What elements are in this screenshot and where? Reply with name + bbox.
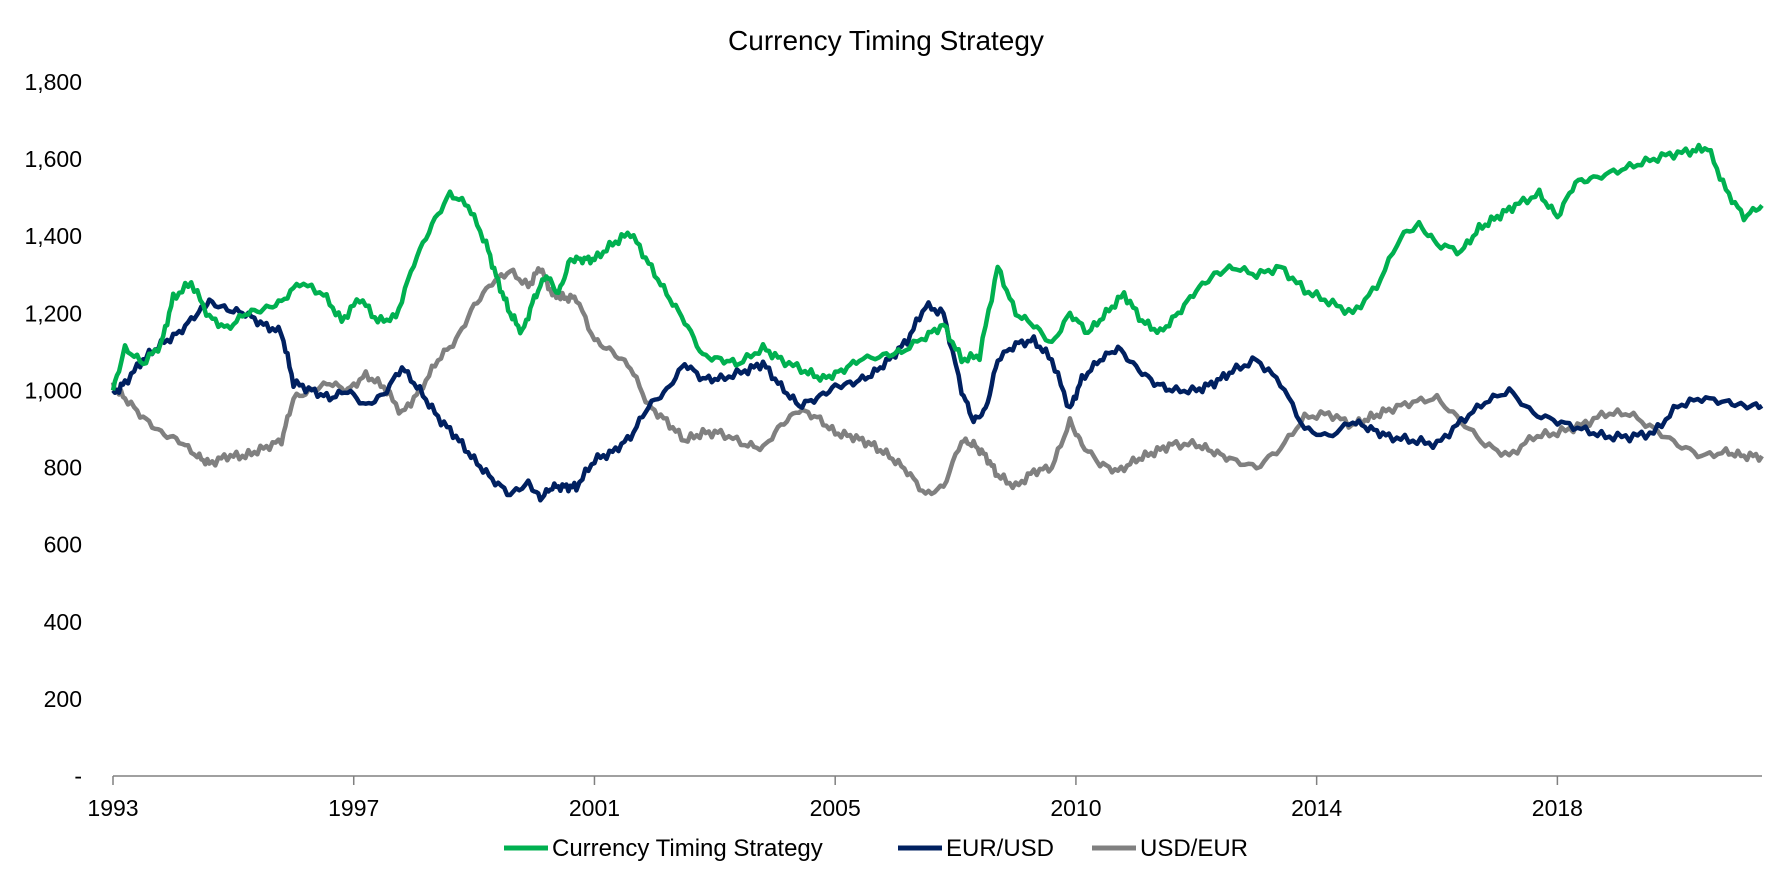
x-tick-label: 1993 <box>87 795 138 821</box>
x-tick-label: 1997 <box>328 795 379 821</box>
y-axis-ticks: - 200 400 600 800 1,000 1,200 1,400 1,600 1,800 <box>24 69 82 789</box>
legend-label: USD/EUR <box>1140 835 1248 862</box>
series-line-eur-usd <box>111 297 1764 503</box>
x-tick-label: 2005 <box>810 795 861 821</box>
x-tick-label: 2014 <box>1291 795 1342 821</box>
y-tick-label: 1,000 <box>24 377 82 403</box>
y-tick-label: 1,200 <box>24 300 82 326</box>
series-lines <box>110 142 1764 503</box>
series-line-currency-timing-strategy <box>110 142 1764 391</box>
x-tick-label: 2018 <box>1532 795 1583 821</box>
y-tick-label: - <box>74 763 82 789</box>
y-tick-label: 400 <box>44 609 82 635</box>
legend-label: EUR/USD <box>946 835 1054 862</box>
y-tick-label: 1,600 <box>24 146 82 172</box>
y-tick-label: 200 <box>44 686 82 712</box>
y-tick-label: 1,800 <box>24 69 82 95</box>
chart-title: Currency Timing Strategy <box>728 25 1044 56</box>
x-axis: 1993 1997 2001 2005 2010 2014 2018 <box>87 775 1762 821</box>
x-tick-label: 2001 <box>569 795 620 821</box>
y-tick-label: 1,400 <box>24 223 82 249</box>
legend-label: Currency Timing Strategy <box>552 835 823 862</box>
y-tick-label: 800 <box>44 455 82 481</box>
series-line-usd-eur <box>110 266 1764 497</box>
legend: Currency Timing Strategy EUR/USD USD/EUR <box>504 835 1248 862</box>
y-tick-label: 600 <box>44 532 82 558</box>
x-tick-label: 2010 <box>1050 795 1101 821</box>
